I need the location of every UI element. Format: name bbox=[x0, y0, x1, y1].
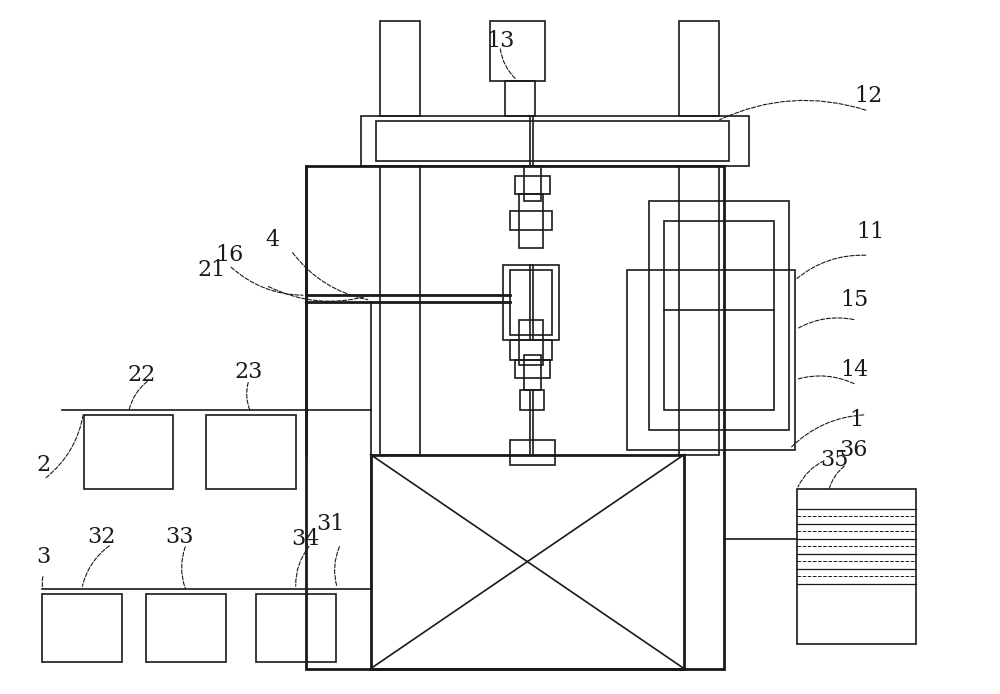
FancyArrowPatch shape bbox=[720, 101, 866, 120]
Bar bbox=[371, 455, 684, 669]
FancyArrowPatch shape bbox=[293, 253, 368, 300]
Bar bbox=[510, 210, 552, 230]
Bar bbox=[380, 22, 420, 116]
FancyArrowPatch shape bbox=[129, 382, 147, 410]
FancyArrowPatch shape bbox=[797, 318, 854, 329]
Text: 4: 4 bbox=[266, 230, 280, 251]
Bar bbox=[679, 22, 719, 116]
Bar bbox=[519, 194, 543, 248]
Bar bbox=[664, 221, 774, 409]
FancyArrowPatch shape bbox=[797, 376, 854, 384]
Bar bbox=[84, 415, 173, 489]
Text: 21: 21 bbox=[197, 260, 225, 281]
Bar bbox=[380, 166, 420, 455]
Text: 23: 23 bbox=[235, 361, 263, 383]
Bar bbox=[515, 360, 550, 378]
Text: 35: 35 bbox=[820, 448, 849, 471]
Text: 1: 1 bbox=[850, 409, 864, 431]
Bar bbox=[519, 320, 543, 365]
Text: 15: 15 bbox=[840, 289, 869, 311]
Bar bbox=[256, 594, 336, 662]
Bar bbox=[42, 594, 122, 662]
Bar bbox=[206, 415, 296, 489]
Bar bbox=[146, 594, 226, 662]
FancyArrowPatch shape bbox=[798, 461, 824, 487]
Bar bbox=[510, 270, 552, 335]
Bar bbox=[503, 265, 559, 340]
FancyArrowPatch shape bbox=[829, 466, 844, 489]
Bar bbox=[520, 390, 544, 409]
FancyArrowPatch shape bbox=[335, 547, 339, 586]
Text: 33: 33 bbox=[165, 526, 194, 548]
Text: 22: 22 bbox=[127, 364, 156, 386]
Bar bbox=[524, 166, 541, 201]
Text: 3: 3 bbox=[37, 546, 51, 568]
Bar bbox=[376, 121, 729, 161]
FancyArrowPatch shape bbox=[46, 414, 83, 477]
Bar bbox=[306, 166, 724, 669]
Text: 31: 31 bbox=[316, 514, 345, 535]
FancyArrowPatch shape bbox=[231, 267, 303, 295]
Text: 16: 16 bbox=[215, 244, 243, 266]
FancyArrowPatch shape bbox=[247, 382, 250, 410]
FancyArrowPatch shape bbox=[296, 546, 309, 586]
Bar bbox=[505, 81, 535, 116]
Bar bbox=[524, 355, 541, 390]
Text: 11: 11 bbox=[856, 221, 885, 244]
Text: 14: 14 bbox=[840, 359, 869, 381]
FancyArrowPatch shape bbox=[82, 545, 109, 586]
Bar bbox=[490, 22, 545, 81]
Text: 36: 36 bbox=[839, 439, 868, 461]
Bar bbox=[510, 439, 555, 464]
Bar bbox=[797, 489, 916, 644]
FancyArrowPatch shape bbox=[791, 415, 864, 448]
Bar bbox=[361, 116, 749, 166]
Bar bbox=[679, 166, 719, 455]
FancyArrowPatch shape bbox=[797, 255, 866, 278]
Text: 13: 13 bbox=[486, 31, 514, 52]
FancyArrowPatch shape bbox=[268, 287, 368, 301]
Text: 2: 2 bbox=[37, 453, 51, 475]
Text: 34: 34 bbox=[292, 528, 320, 550]
Text: 32: 32 bbox=[87, 526, 116, 548]
Text: 12: 12 bbox=[854, 85, 883, 107]
Bar bbox=[627, 270, 795, 450]
FancyArrowPatch shape bbox=[182, 547, 185, 589]
Bar bbox=[649, 201, 789, 430]
Bar bbox=[515, 176, 550, 194]
Bar bbox=[510, 340, 552, 360]
FancyArrowPatch shape bbox=[500, 49, 516, 79]
